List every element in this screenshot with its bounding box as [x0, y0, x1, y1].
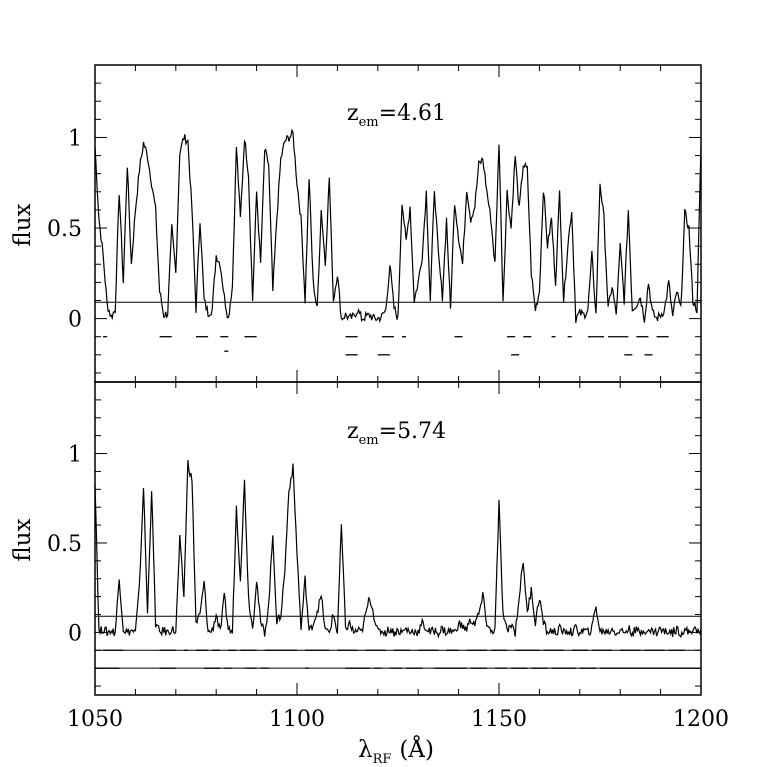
y-tick-label: 0.5 — [47, 532, 82, 557]
panel-top: 00.51 flux zem=4.61 — [10, 64, 702, 383]
y-tick-label: 1 — [68, 126, 82, 151]
panel-top-absorber-marks — [103, 336, 669, 356]
panel-bottom-y-tick-labels: 00.51 — [47, 443, 82, 647]
y-tick-label: 1 — [68, 443, 82, 468]
panel-bottom-absorber-marks — [95, 649, 701, 669]
x-tick-label: 1150 — [471, 707, 527, 732]
panel-bottom-spectrum-line — [94, 460, 702, 639]
panel-bottom-annotation: zem=5.74 — [347, 419, 446, 448]
x-tick-label: 1100 — [269, 707, 325, 732]
x-tick-label: 1050 — [67, 707, 123, 732]
panel-top-spectrum-line — [94, 128, 702, 324]
x-tick-label: 1200 — [673, 707, 729, 732]
x-axis-label: λRF (Å) — [358, 735, 434, 767]
panel-top-y-tick-labels: 00.51 — [47, 126, 82, 332]
panel-bottom-x-tick-labels: 1050 1100 1150 1200 — [67, 707, 729, 732]
panel-bottom: 00.51 1050 1100 1150 1200 flux zem=5.74 λRF… — [10, 381, 729, 767]
panel-bottom-ylabel: flux — [10, 518, 36, 561]
y-tick-label: 0 — [68, 621, 82, 646]
panel-top-annotation: zem=4.61 — [347, 101, 446, 130]
panel-bottom-frame — [94, 381, 702, 696]
y-tick-label: 0.5 — [47, 217, 82, 242]
y-tick-label: 0 — [68, 308, 82, 333]
panel-top-ylabel: flux — [10, 203, 36, 246]
